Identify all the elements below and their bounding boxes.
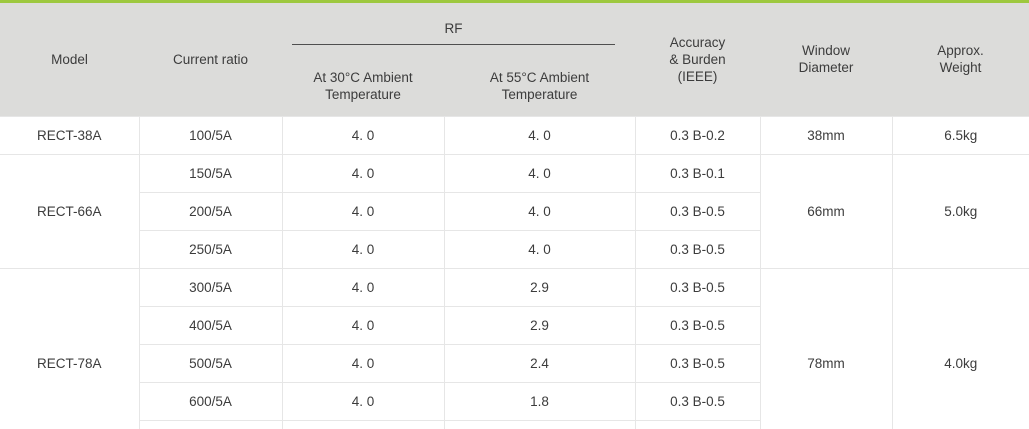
current-ratio-cell: 600/5A [138,381,283,421]
rf30-cell: 4. 0 [281,267,445,307]
rf55-cell: 2.9 [443,305,636,345]
table-row: 400/5A 4. 0 2.9 0.3 B-0.5 [0,305,1029,345]
accuracy-cell: 0.3 B-0.5 [634,381,761,421]
current-ratio-header: Current ratio [139,3,282,116]
rf55-cell: 4. 0 [443,115,636,155]
window-cell: 66mm [759,153,893,269]
window-cell: 38mm [759,115,893,155]
approx-weight-header: Approx. Weight [892,3,1029,116]
rf55-cell: 4. 0 [443,191,636,231]
rf30-cell: 4. 0 [281,305,445,345]
current-ratio-cell: 300/5A [138,267,283,307]
rf-55c-header: At 55°C Ambient Temperature [444,62,635,116]
model-cell: RECT-78A [0,267,140,429]
accuracy-cell: 0.3 B-0.5 [634,343,761,383]
rf-group-label: RF [292,20,615,45]
model-header: Model [0,3,139,116]
accuracy-cell: 0.3 B-0.2 [634,115,761,155]
weight-cell: 6.5kg [891,115,1029,155]
table-row: 800/5A 4. 0 1.5 0.3 B-0.5 [0,419,1029,429]
spec-table-body: RECT-38A 100/5A 4. 0 4. 0 0.3 B-0.2 38mm… [0,115,1029,429]
table-row: 500/5A 4. 0 2.4 0.3 B-0.5 [0,343,1029,383]
table-row: 200/5A 4. 0 4. 0 0.3 B-0.5 [0,191,1029,231]
rf55-cell: 4. 0 [443,229,636,269]
rf55-cell: 2.9 [443,267,636,307]
accuracy-cell: 0.3 B-0.5 [634,191,761,231]
rf30-cell: 4. 0 [281,115,445,155]
window-diameter-header: Window Diameter [760,3,892,116]
rf55-cell: 1.5 [443,419,636,429]
weight-cell: 4.0kg [891,267,1029,429]
rf-group-header: RF [282,3,635,62]
table-row: 600/5A 4. 0 1.8 0.3 B-0.5 [0,381,1029,421]
accuracy-cell: 0.3 B-0.5 [634,419,761,429]
rf30-cell: 4. 0 [281,191,445,231]
window-cell: 78mm [759,267,893,429]
rf30-cell: 4. 0 [281,343,445,383]
current-ratio-cell: 800/5A [138,419,283,429]
model-cell: RECT-38A [0,115,140,155]
current-ratio-cell: 250/5A [138,229,283,269]
rf30-cell: 4. 0 [281,229,445,269]
current-ratio-cell: 500/5A [138,343,283,383]
table-row: RECT-38A 100/5A 4. 0 4. 0 0.3 B-0.2 38mm… [0,115,1029,155]
accuracy-cell: 0.3 B-0.5 [634,267,761,307]
rf-30c-header: At 30°C Ambient Temperature [282,62,444,116]
rf55-cell: 2.4 [443,343,636,383]
accuracy-cell: 0.3 B-0.1 [634,153,761,193]
rf30-cell: 4. 0 [281,153,445,193]
accuracy-cell: 0.3 B-0.5 [634,305,761,345]
current-ratio-cell: 100/5A [138,115,283,155]
current-ratio-cell: 400/5A [138,305,283,345]
spec-table-header: Model Current ratio RF Accuracy & Burden… [0,3,1029,116]
current-ratio-cell: 200/5A [138,191,283,231]
current-ratio-cell: 150/5A [138,153,283,193]
accuracy-cell: 0.3 B-0.5 [634,229,761,269]
accuracy-burden-header: Accuracy & Burden (IEEE) [635,3,760,116]
rf55-cell: 4. 0 [443,153,636,193]
rf30-cell: 4. 0 [281,381,445,421]
spec-table: Model Current ratio RF Accuracy & Burden… [0,3,1029,429]
table-row: RECT-66A 150/5A 4. 0 4. 0 0.3 B-0.1 66mm… [0,153,1029,269]
rf30-cell: 4. 0 [281,419,445,429]
table-row: RECT-78A 300/5A 4. 0 2.9 0.3 B-0.5 78mm … [0,267,1029,429]
table-row: 250/5A 4. 0 4. 0 0.3 B-0.5 [0,229,1029,269]
rf55-cell: 1.8 [443,381,636,421]
weight-cell: 5.0kg [891,153,1029,269]
model-cell: RECT-66A [0,153,140,269]
